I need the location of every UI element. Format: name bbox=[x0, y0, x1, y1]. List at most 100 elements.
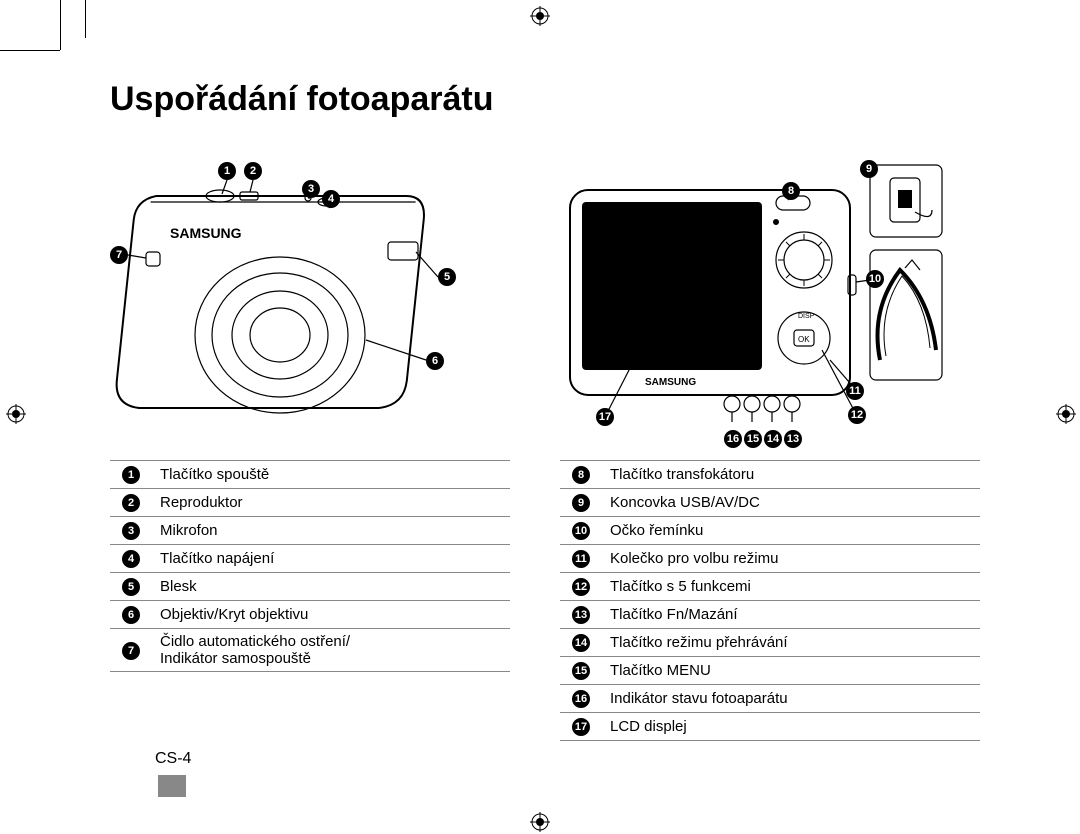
part-label-cell: Blesk bbox=[152, 573, 510, 601]
part-number-badge: 10 bbox=[572, 522, 590, 540]
part-label-cell: Kolečko pro volbu režimu bbox=[602, 545, 980, 573]
crop-mark bbox=[85, 0, 86, 38]
part-label-cell: Čidlo automatického ostření/ Indikátor s… bbox=[152, 629, 510, 672]
part-number-badge: 1 bbox=[122, 466, 140, 484]
parts-table-right: 8 Tlačítko transfokátoru 9 Koncovka USB/AV/… bbox=[560, 460, 980, 741]
part-number-badge: 13 bbox=[572, 606, 590, 624]
part-number-cell: 15 bbox=[560, 657, 602, 685]
table-row: 9 Koncovka USB/AV/DC bbox=[560, 489, 980, 517]
table-row: 11 Kolečko pro volbu režimu bbox=[560, 545, 980, 573]
part-label-cell: Tlačítko s 5 funkcemi bbox=[602, 573, 980, 601]
part-number-badge: 9 bbox=[572, 494, 590, 512]
svg-text:SAMSUNG: SAMSUNG bbox=[645, 377, 696, 388]
part-number-cell: 11 bbox=[560, 545, 602, 573]
part-number-badge: 15 bbox=[572, 662, 590, 680]
callout-badge: 2 bbox=[244, 162, 262, 180]
callout-badge: 7 bbox=[110, 246, 128, 264]
part-number-cell: 9 bbox=[560, 489, 602, 517]
part-number-cell: 10 bbox=[560, 517, 602, 545]
crop-mark bbox=[0, 50, 60, 51]
part-number-cell: 17 bbox=[560, 713, 602, 741]
svg-text:OK: OK bbox=[798, 335, 810, 344]
registration-mark bbox=[1056, 404, 1076, 424]
part-number-badge: 3 bbox=[122, 522, 140, 540]
callout-badge: 6 bbox=[426, 352, 444, 370]
callout-badge: 12 bbox=[848, 406, 866, 424]
table-row: 8 Tlačítko transfokátoru bbox=[560, 461, 980, 489]
table-row: 14 Tlačítko režimu přehrávání bbox=[560, 629, 980, 657]
part-number-cell: 1 bbox=[110, 461, 152, 489]
part-number-badge: 16 bbox=[572, 690, 590, 708]
camera-front-diagram: SAMSUNG 1234567 bbox=[110, 160, 465, 440]
callout-badge: 13 bbox=[784, 430, 802, 448]
page-title: Uspořádání fotoaparátu bbox=[110, 80, 493, 119]
page-number-bar bbox=[158, 775, 186, 797]
page-number: CS-4 bbox=[155, 750, 191, 768]
part-label-cell: Očko řemínku bbox=[602, 517, 980, 545]
callout-badge: 11 bbox=[846, 382, 864, 400]
part-number-cell: 6 bbox=[110, 601, 152, 629]
table-row: 1 Tlačítko spouště bbox=[110, 461, 510, 489]
part-number-cell: 8 bbox=[560, 461, 602, 489]
part-number-badge: 14 bbox=[572, 634, 590, 652]
part-label-cell: Tlačítko Fn/Mazání bbox=[602, 601, 980, 629]
part-label-cell: Reproduktor bbox=[152, 489, 510, 517]
registration-mark bbox=[530, 812, 550, 832]
part-label-cell: Tlačítko MENU bbox=[602, 657, 980, 685]
table-row: 10 Očko řemínku bbox=[560, 517, 980, 545]
part-number-badge: 8 bbox=[572, 466, 590, 484]
part-number-cell: 4 bbox=[110, 545, 152, 573]
table-row: 2 Reproduktor bbox=[110, 489, 510, 517]
part-number-badge: 11 bbox=[572, 550, 590, 568]
part-label-cell: Tlačítko transfokátoru bbox=[602, 461, 980, 489]
table-row: 7 Čidlo automatického ostření/ Indikátor … bbox=[110, 629, 510, 672]
svg-text:DISP: DISP bbox=[798, 313, 815, 320]
table-row: 5 Blesk bbox=[110, 573, 510, 601]
part-label-cell: Tlačítko režimu přehrávání bbox=[602, 629, 980, 657]
part-label-cell: Tlačítko spouště bbox=[152, 461, 510, 489]
part-number-cell: 16 bbox=[560, 685, 602, 713]
part-number-cell: 5 bbox=[110, 573, 152, 601]
callout-badge: 8 bbox=[782, 182, 800, 200]
camera-back-svg: SAMSUNG OK DISP bbox=[560, 160, 980, 460]
part-number-cell: 14 bbox=[560, 629, 602, 657]
table-row: 17LCD displej bbox=[560, 713, 980, 741]
part-number-badge: 17 bbox=[572, 718, 590, 736]
part-number-badge: 7 bbox=[122, 642, 140, 660]
callout-badge: 9 bbox=[860, 160, 878, 178]
registration-mark bbox=[530, 6, 550, 26]
part-number-badge: 4 bbox=[122, 550, 140, 568]
callout-badge: 15 bbox=[744, 430, 762, 448]
part-number-badge: 6 bbox=[122, 606, 140, 624]
table-row: 3 Mikrofon bbox=[110, 517, 510, 545]
callout-badge: 1 bbox=[218, 162, 236, 180]
part-number-badge: 5 bbox=[122, 578, 140, 596]
callout-badge: 3 bbox=[302, 180, 320, 198]
table-row: 13 Tlačítko Fn/Mazání bbox=[560, 601, 980, 629]
registration-mark bbox=[6, 404, 26, 424]
part-number-badge: 12 bbox=[572, 578, 590, 596]
callout-badge: 4 bbox=[322, 190, 340, 208]
crop-mark bbox=[60, 0, 61, 50]
table-row: 12 Tlačítko s 5 funkcemi bbox=[560, 573, 980, 601]
part-number-cell: 13 bbox=[560, 601, 602, 629]
manual-page: Uspořádání fotoaparátu SAMSUNG bbox=[0, 0, 1080, 834]
table-row: 4Tlačítko napájení bbox=[110, 545, 510, 573]
part-label-cell: Koncovka USB/AV/DC bbox=[602, 489, 980, 517]
table-row: 15 Tlačítko MENU bbox=[560, 657, 980, 685]
camera-back-diagram: SAMSUNG OK DISP bbox=[560, 160, 980, 440]
table-row: 6 Objektiv/Kryt objektivu bbox=[110, 601, 510, 629]
callout-badge: 17 bbox=[596, 408, 614, 426]
camera-front-svg: SAMSUNG bbox=[110, 160, 465, 440]
part-number-cell: 2 bbox=[110, 489, 152, 517]
callout-badge: 14 bbox=[764, 430, 782, 448]
callout-badge: 5 bbox=[438, 268, 456, 286]
part-number-badge: 2 bbox=[122, 494, 140, 512]
part-number-cell: 7 bbox=[110, 629, 152, 672]
part-label-cell: Objektiv/Kryt objektivu bbox=[152, 601, 510, 629]
part-number-cell: 3 bbox=[110, 517, 152, 545]
callout-badge: 10 bbox=[866, 270, 884, 288]
part-label-cell: Indikátor stavu fotoaparátu bbox=[602, 685, 980, 713]
parts-table-left: 1 Tlačítko spouště 2 Reproduktor 3 Mikrofon4T… bbox=[110, 460, 510, 672]
part-label-cell: Mikrofon bbox=[152, 517, 510, 545]
